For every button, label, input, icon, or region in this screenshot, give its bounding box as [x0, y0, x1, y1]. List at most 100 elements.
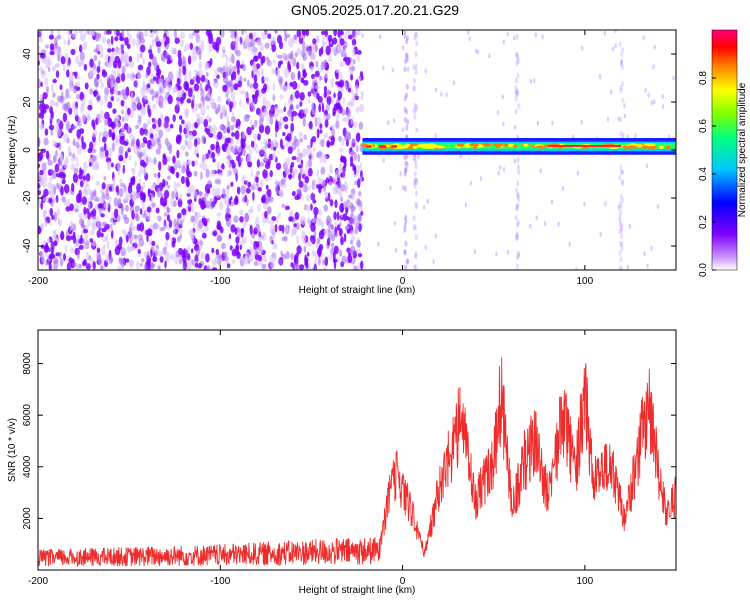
noise-mark — [298, 172, 301, 182]
streak-mark — [414, 264, 418, 270]
noise-mark — [301, 30, 307, 36]
noise-mark — [306, 194, 311, 202]
noise-mark — [337, 82, 341, 88]
noise-mark — [218, 172, 223, 177]
noise-mark — [173, 225, 176, 235]
noise-mark — [128, 191, 132, 201]
streak-mark — [404, 264, 408, 270]
noise-mark — [306, 252, 310, 257]
noise-mark — [258, 245, 264, 255]
noise-mark — [47, 159, 53, 166]
noise-mark — [212, 187, 217, 197]
noise-mark — [253, 74, 258, 84]
noise-mark — [201, 203, 207, 209]
noise-mark — [222, 125, 228, 134]
noise-mark — [173, 181, 178, 192]
x-tick-label: -200 — [28, 276, 48, 287]
noise-mark — [149, 89, 155, 96]
noise-mark — [270, 106, 274, 113]
streak-mark — [516, 164, 520, 171]
streak-mark — [516, 221, 519, 228]
noise-mark — [122, 157, 127, 164]
noise-mark — [513, 124, 516, 130]
noise-mark — [224, 137, 229, 148]
noise-mark — [181, 208, 187, 216]
streak-mark — [412, 155, 416, 162]
noise-mark — [296, 147, 301, 157]
noise-mark — [377, 241, 380, 247]
noise-mark — [68, 74, 72, 84]
noise-mark — [291, 80, 298, 90]
noise-mark — [188, 32, 194, 40]
noise-mark — [242, 64, 247, 72]
noise-mark — [285, 168, 289, 176]
noise-mark — [172, 155, 176, 164]
noise-mark — [84, 82, 89, 90]
noise-mark — [302, 148, 308, 157]
streak-mark — [515, 263, 519, 270]
noise-mark — [164, 260, 167, 269]
noise-mark — [393, 118, 396, 124]
streak-mark — [515, 88, 519, 95]
noise-mark — [127, 124, 131, 134]
noise-mark — [452, 80, 455, 86]
noise-mark — [88, 162, 92, 167]
noise-mark — [113, 197, 119, 207]
streak-mark — [619, 193, 623, 200]
noise-mark — [335, 99, 341, 104]
streak-mark — [412, 64, 416, 71]
noise-mark — [49, 221, 52, 226]
noise-mark — [285, 157, 291, 167]
noise-mark — [307, 218, 311, 225]
noise-mark — [326, 215, 331, 224]
noise-mark — [57, 54, 61, 63]
noise-mark — [387, 120, 390, 126]
noise-mark — [354, 226, 359, 235]
noise-mark — [290, 161, 295, 168]
noise-mark — [192, 31, 197, 36]
noise-mark — [262, 169, 268, 179]
noise-mark — [294, 90, 300, 99]
noise-mark — [252, 146, 257, 152]
noise-mark — [302, 40, 306, 50]
noise-mark — [262, 96, 267, 106]
noise-mark — [225, 62, 228, 68]
noise-mark — [255, 149, 260, 154]
noise-mark — [177, 89, 182, 98]
noise-mark — [287, 174, 293, 179]
spectrogram-marks — [38, 30, 676, 270]
noise-mark — [164, 189, 170, 199]
noise-mark — [161, 56, 166, 62]
noise-mark — [144, 263, 148, 270]
streak-mark — [517, 196, 520, 202]
noise-mark — [296, 188, 302, 195]
signal-peak — [436, 145, 445, 149]
noise-mark — [198, 219, 204, 229]
noise-mark — [304, 176, 310, 184]
noise-mark — [162, 178, 166, 187]
noise-mark — [222, 84, 228, 93]
noise-mark — [101, 246, 106, 256]
noise-mark — [125, 235, 129, 243]
noise-mark — [55, 194, 59, 203]
noise-mark — [233, 83, 239, 91]
streak-mark — [516, 192, 520, 199]
noise-mark — [141, 258, 145, 263]
noise-mark — [195, 246, 201, 257]
noise-mark — [126, 245, 132, 253]
noise-mark — [650, 245, 653, 251]
noise-mark — [327, 192, 331, 202]
noise-mark — [352, 58, 356, 65]
noise-mark — [186, 171, 192, 178]
noise-mark — [146, 211, 151, 221]
noise-mark — [393, 220, 397, 226]
noise-mark — [211, 127, 215, 134]
noise-mark — [183, 75, 188, 83]
streak-mark — [620, 180, 624, 187]
noise-mark — [130, 219, 133, 227]
streak-mark — [516, 58, 520, 65]
noise-mark — [260, 179, 264, 189]
noise-mark — [350, 97, 356, 102]
noise-mark — [319, 123, 323, 129]
noise-mark — [260, 150, 266, 155]
